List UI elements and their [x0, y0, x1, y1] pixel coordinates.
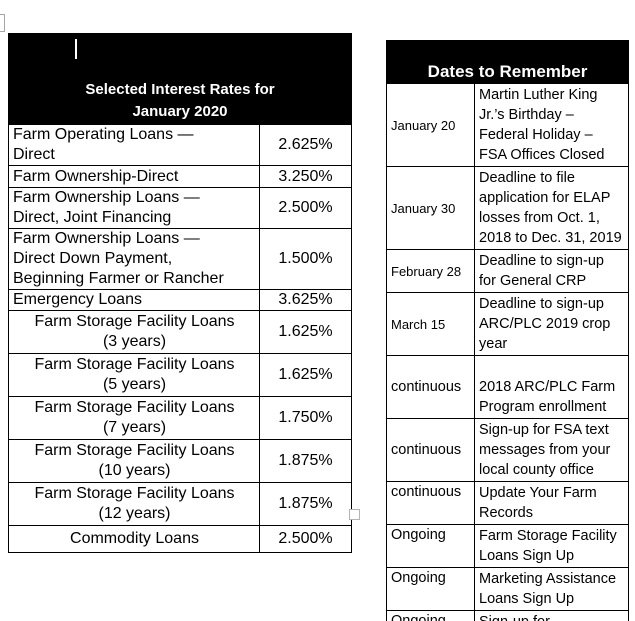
loan-type-cell: Farm Storage Facility Loans (12 years) — [8, 482, 260, 526]
interest-rates-header: Selected Interest Rates for January 2020 — [8, 33, 352, 125]
rate-cell: 1.750% — [259, 396, 352, 440]
rate-cell: 1.625% — [259, 353, 352, 397]
date-cell: Ongoing — [386, 567, 475, 611]
table-row: Commodity Loans 2.500% — [8, 525, 352, 553]
table-row: Dates to Remember — [385, 40, 630, 84]
date-cell: continuous — [386, 481, 475, 525]
table-row: Farm Ownership Loans — Direct Down Payme… — [8, 228, 352, 290]
loan-type-cell: Farm Storage Facility Loans (5 years) — [8, 353, 260, 397]
loan-type-cell: Farm Ownership-Direct — [8, 165, 260, 188]
table-row: January 20 Martin Luther King Jr.’s Birt… — [386, 83, 630, 167]
table-row: Ongoing Marketing Assistance Loans Sign … — [386, 567, 630, 611]
table-row: March 15 Deadline to sign-up ARC/PLC 201… — [386, 292, 630, 356]
text-cursor-icon — [75, 39, 77, 59]
rate-cell: 2.500% — [259, 525, 352, 553]
table-row: Farm Ownership Loans — Direct, Joint Fin… — [8, 187, 352, 229]
event-cell: Deadline to sign-up ARC/PLC 2019 crop ye… — [473, 292, 630, 356]
date-cell: March 15 — [386, 292, 475, 356]
table-row: Farm Storage Facility Loans (5 years) 1.… — [8, 353, 352, 397]
loan-type-cell: Emergency Loans — [8, 289, 260, 311]
table-row: Farm Storage Facility Loans (7 years) 1.… — [8, 396, 352, 440]
table-row: Selected Interest Rates for January 2020 — [8, 33, 352, 125]
rate-cell: 1.875% — [259, 482, 352, 526]
date-cell: January 20 — [386, 83, 475, 167]
rate-cell: 1.500% — [259, 228, 352, 290]
event-cell: 2018 ARC/PLC Farm Program enrollment — [473, 355, 630, 419]
dates-to-remember-table: Dates to Remember January 20 Martin Luth… — [385, 40, 630, 621]
loan-type-cell: Farm Ownership Loans — Direct Down Payme… — [8, 228, 260, 290]
loan-type-cell: Commodity Loans — [8, 525, 260, 553]
loan-type-cell: Farm Storage Facility Loans (3 years) — [8, 310, 260, 354]
table-row: Farm Ownership-Direct 3.250% — [8, 165, 352, 188]
table-row: February 28 Deadline to sign-up for Gene… — [386, 249, 630, 293]
rate-cell: 1.625% — [259, 310, 352, 354]
interest-rates-table: Selected Interest Rates for January 2020… — [8, 33, 352, 553]
table-row: Farm Storage Facility Loans (10 years) 1… — [8, 439, 352, 483]
event-cell: Deadline to sign-up for General CRP — [473, 249, 630, 293]
dates-title: Dates to Remember — [427, 62, 588, 81]
loan-type-cell: Farm Operating Loans — Direct — [8, 124, 260, 166]
table-row: continuous Update Your Farm Records — [386, 481, 630, 525]
date-cell: continuous — [386, 355, 475, 419]
table-row: Farm Storage Facility Loans (12 years) 1… — [8, 482, 352, 526]
rate-cell: 2.500% — [259, 187, 352, 229]
event-cell: Farm Storage Facility Loans Sign Up — [473, 524, 630, 568]
rate-cell: 1.875% — [259, 439, 352, 483]
date-cell: February 28 — [386, 249, 475, 293]
table-resize-handle[interactable] — [349, 509, 360, 520]
event-cell: Deadline to file application for ELAP lo… — [473, 166, 630, 250]
table-row: continuous Sign-up for FSA text messages… — [386, 418, 630, 482]
rate-cell: 3.250% — [259, 165, 352, 188]
interest-rates-title: Selected Interest Rates for January 2020 — [85, 81, 275, 120]
rate-cell: 2.625% — [259, 124, 352, 166]
event-cell: Update Your Farm Records — [473, 481, 630, 525]
loan-type-cell: Farm Storage Facility Loans (7 years) — [8, 396, 260, 440]
event-cell: Marketing Assistance Loans Sign Up — [473, 567, 630, 611]
date-cell: January 30 — [386, 166, 475, 250]
loan-type-cell: Farm Ownership Loans — Direct, Joint Fin… — [8, 187, 260, 229]
table-row: January 30 Deadline to file application … — [386, 166, 630, 250]
rate-cell: 3.625% — [259, 289, 352, 311]
date-cell: Ongoing — [386, 610, 475, 621]
table-row: continuous 2018 ARC/PLC Farm Program enr… — [386, 355, 630, 419]
table-row: Emergency Loans 3.625% — [8, 289, 352, 311]
event-cell: Sign-up for FSA text messages from your … — [473, 418, 630, 482]
event-cell: Sign-up for Continuous CRP — [473, 610, 630, 621]
loan-type-cell: Farm Storage Facility Loans (10 years) — [8, 439, 260, 483]
table-row: Farm Storage Facility Loans (3 years) 1.… — [8, 310, 352, 354]
table-row: Ongoing Farm Storage Facility Loans Sign… — [386, 524, 630, 568]
dates-header: Dates to Remember — [385, 40, 630, 84]
event-cell: Martin Luther King Jr.’s Birthday – Fede… — [473, 83, 630, 167]
table-row: Ongoing Sign-up for Continuous CRP — [386, 610, 630, 621]
table-row: Farm Operating Loans — Direct 2.625% — [8, 124, 352, 166]
date-cell: Ongoing — [386, 524, 475, 568]
date-cell: continuous — [386, 418, 475, 482]
table-handle-fragment-icon — [0, 14, 5, 32]
